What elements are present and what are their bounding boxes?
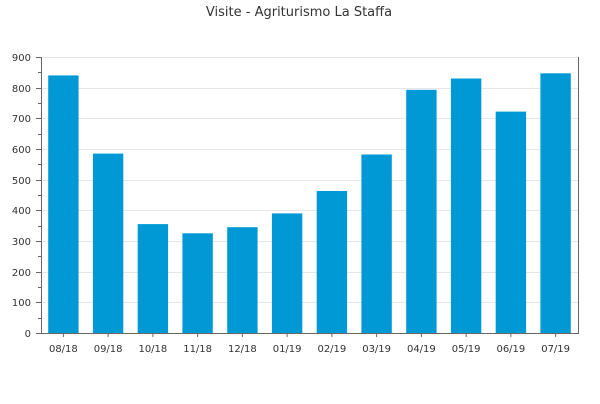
- x-tick-label-04-19: 04/19: [407, 344, 436, 355]
- bar-01-19: [271, 213, 303, 333]
- x-tick-label-10-18: 10/18: [138, 344, 167, 355]
- bar-10-18: [137, 224, 169, 333]
- y-axis-ticks: 0 100 200 300 400 500 600 700 800 900: [12, 53, 41, 340]
- bar-06-19: [495, 111, 527, 333]
- y-tick-label-500: 500: [12, 176, 31, 187]
- y-tick-label-300: 300: [12, 237, 31, 248]
- bar-07-19: [540, 73, 571, 334]
- x-tick-label-06-19: 06/19: [496, 344, 525, 355]
- bar-02-19: [316, 191, 348, 333]
- x-tick-label-08-18: 08/18: [49, 344, 78, 355]
- bar-03-19: [361, 154, 392, 333]
- x-tick-label-11-18: 11/18: [183, 344, 212, 355]
- bar-08-18: [48, 75, 79, 334]
- x-axis-ticks: 08/18 09/18 10/18 11/18 12/18 01/19 02/19 03/19…: [49, 333, 570, 355]
- grid: [41, 57, 578, 303]
- chart-title: Visite - Agriturismo La Staffa: [206, 5, 392, 20]
- bar-12-18: [227, 227, 258, 333]
- x-tick-label-02-19: 02/19: [317, 344, 346, 355]
- bar-04-19: [406, 89, 437, 333]
- bar-09-18: [92, 153, 124, 333]
- x-tick-label-12-18: 12/18: [228, 344, 257, 355]
- bars: [48, 73, 571, 334]
- y-tick-label-400: 400: [12, 206, 31, 217]
- y-tick-label-800: 800: [12, 84, 31, 95]
- y-tick-label-0: 0: [25, 329, 31, 340]
- x-tick-label-07-19: 07/19: [541, 344, 570, 355]
- y-tick-label-900: 900: [12, 53, 31, 64]
- axes: [41, 57, 579, 334]
- x-tick-label-05-19: 05/19: [452, 344, 481, 355]
- x-tick-label-01-19: 01/19: [273, 344, 302, 355]
- y-tick-label-700: 700: [12, 114, 31, 125]
- bar-11-18: [182, 233, 213, 333]
- y-tick-label-200: 200: [12, 268, 31, 279]
- x-tick-label-09-18: 09/18: [94, 344, 123, 355]
- bar-05-19: [450, 78, 482, 333]
- x-tick-label-03-19: 03/19: [362, 344, 391, 355]
- y-tick-label-600: 600: [12, 145, 31, 156]
- y-tick-label-100: 100: [12, 298, 31, 309]
